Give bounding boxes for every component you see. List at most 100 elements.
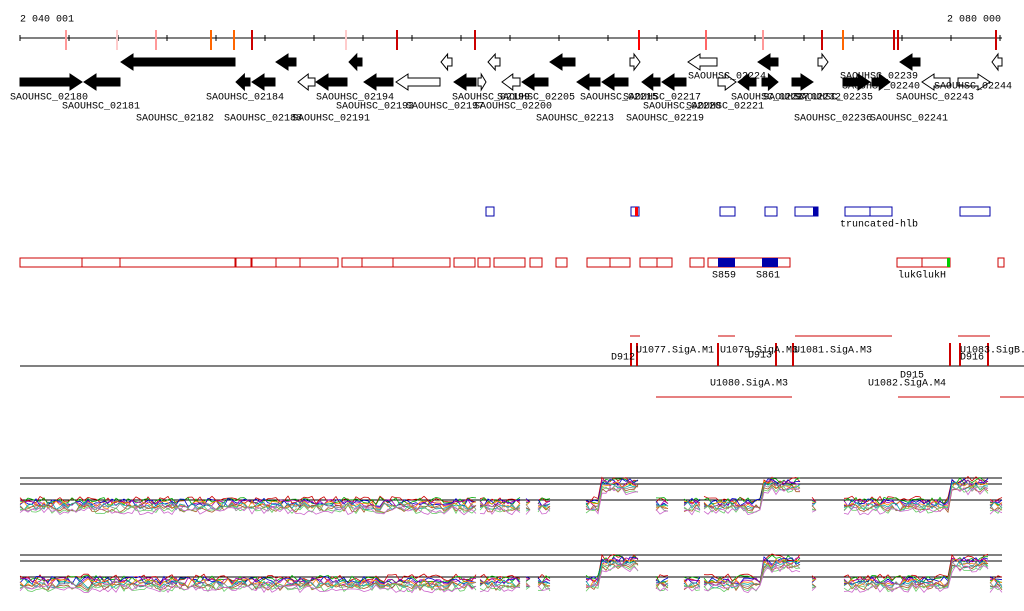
expression-line — [537, 500, 551, 507]
gene-label: SAOUHSC_02199 — [452, 93, 530, 104]
gene-arrow — [921, 73, 951, 91]
expression-line — [703, 477, 801, 506]
expression-line — [537, 573, 551, 582]
expression-line — [537, 582, 551, 587]
expression-line — [525, 578, 531, 581]
expression-line — [585, 563, 639, 590]
expression-line — [537, 577, 551, 584]
expression-line — [683, 506, 701, 513]
expression-line — [843, 563, 988, 591]
expression-line — [703, 478, 801, 507]
operon-box — [896, 257, 923, 268]
gene-label: SAOUHSC_02239 — [840, 72, 918, 83]
operon-box — [921, 257, 951, 268]
gene-label: SAOUHSC_02182 — [136, 114, 214, 125]
operon-box — [341, 257, 363, 268]
expression-line — [537, 575, 551, 584]
gene-arrow — [440, 52, 453, 72]
expression-line — [655, 505, 669, 511]
expression-line — [655, 497, 669, 504]
expression-line — [655, 582, 669, 588]
expression-line — [843, 557, 989, 586]
gene-arrow — [957, 73, 991, 91]
gene-arrow — [641, 73, 661, 91]
expression-line — [683, 501, 701, 511]
expression-line — [989, 575, 1003, 580]
gene-label: SAOUHSC_02235 — [795, 93, 873, 104]
gene-label: SAOUHSC_02227 — [731, 93, 809, 104]
expression-line — [843, 564, 989, 594]
axis-end: 2 080 000 — [947, 15, 1001, 26]
expression-line — [655, 501, 669, 507]
expression-line — [989, 501, 1003, 509]
operon-box — [639, 257, 658, 268]
expression-line — [655, 582, 669, 590]
expression-line — [703, 476, 801, 505]
expression-line — [479, 506, 521, 516]
expression-line — [989, 506, 1003, 511]
expression-line — [989, 578, 1003, 584]
expression-line — [843, 485, 989, 514]
expression-line — [989, 581, 1003, 588]
expression-line — [479, 573, 521, 581]
gene-arrow — [629, 52, 641, 72]
expression-line — [479, 578, 521, 587]
expression-line — [479, 497, 521, 506]
expression-line — [655, 503, 669, 507]
expression-line — [989, 497, 1003, 503]
expression-line — [703, 554, 801, 584]
expression-line — [703, 557, 801, 586]
expression-line — [989, 586, 1003, 593]
expression-line — [683, 576, 701, 580]
expression-line — [479, 498, 521, 507]
expression-line — [843, 479, 989, 507]
regulation-label: U1083.SigB. — [960, 345, 1024, 357]
gene-label: SAOUHSC_02180 — [10, 93, 88, 104]
expression-line — [989, 578, 1003, 586]
gene-arrow — [19, 73, 83, 91]
expression-line — [586, 564, 639, 588]
feature-label: S861 — [756, 271, 780, 282]
expression-line — [537, 585, 551, 592]
gene-label: SAOUHSC_02184 — [206, 93, 284, 104]
expression-line — [537, 503, 551, 510]
regulation-label: D913 — [748, 351, 772, 362]
operon-box — [656, 257, 673, 268]
feature-label: truncated-hlb — [840, 219, 918, 231]
expression-line — [537, 497, 551, 505]
expression-line — [989, 578, 1003, 583]
operon-box — [361, 257, 394, 268]
expression-line — [843, 560, 989, 589]
expression-line — [479, 585, 521, 593]
axis-start: 2 040 001 — [20, 15, 74, 26]
expression-line — [585, 561, 639, 588]
gene-label: SAOUHSC_02215 — [580, 93, 658, 104]
expression-line — [655, 577, 669, 584]
gene-label: SAOUHSC_02188 — [224, 114, 302, 125]
gene-arrow — [737, 73, 757, 91]
expression-line — [479, 575, 521, 583]
operon-box — [997, 257, 1005, 268]
expression-line — [585, 486, 639, 515]
operon-box — [529, 257, 543, 268]
expression-line — [655, 505, 669, 512]
expression-line — [703, 485, 801, 514]
expression-line — [655, 574, 669, 582]
expression-line — [655, 500, 669, 507]
operon-fill — [718, 258, 735, 267]
feature-box — [719, 206, 736, 217]
gene-arrow — [363, 73, 394, 91]
expression-line — [537, 578, 551, 584]
gene-arrow — [275, 53, 297, 71]
expression-line — [655, 505, 669, 507]
gene-arrow — [761, 72, 779, 92]
expression-line — [525, 498, 531, 503]
gene-label: SAOUHSC_02241 — [870, 114, 948, 125]
expression-line — [703, 553, 801, 583]
operon-box — [707, 257, 791, 268]
expression-line — [989, 576, 1003, 581]
expression-line — [19, 506, 477, 516]
expression-line — [989, 579, 1003, 588]
gene-arrow — [348, 52, 363, 72]
